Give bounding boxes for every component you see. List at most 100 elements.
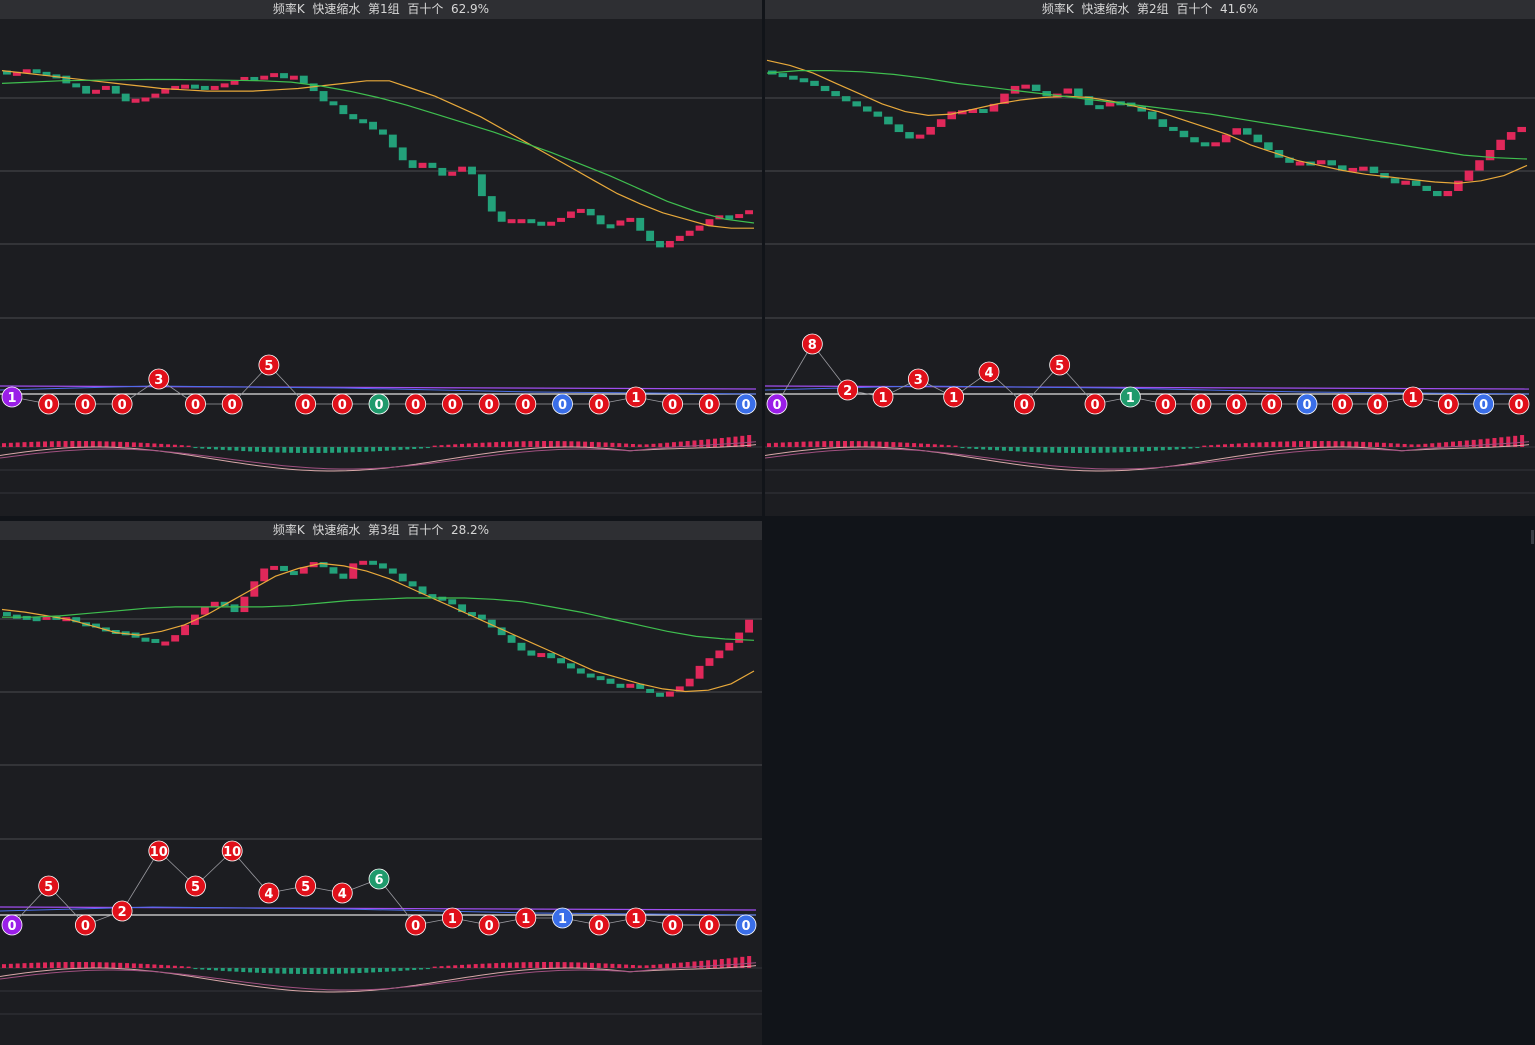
candle	[388, 134, 397, 148]
macd-bar	[1457, 441, 1462, 447]
macd-bar	[1015, 447, 1020, 452]
signal-value: 0	[374, 398, 383, 413]
macd-bar	[131, 442, 136, 447]
macd-bar	[542, 441, 547, 447]
candle	[1506, 132, 1516, 140]
macd-bar	[1402, 443, 1407, 447]
macd-bar	[794, 441, 799, 447]
chart-svg-1[interactable]: 1 0 0 0 3 0 0 5 0 0 0 0 0 0 0 0 0 1 0 0 0	[0, 19, 762, 516]
signal-value: 0	[44, 398, 53, 413]
signal-value: 5	[44, 880, 53, 895]
macd-bar	[90, 962, 95, 968]
signal-bubble	[478, 914, 500, 936]
macd-bar	[1319, 441, 1324, 447]
signal-bubble	[38, 393, 60, 415]
macd-bar	[193, 968, 198, 970]
macd-bar	[63, 962, 68, 968]
candle	[735, 632, 744, 643]
candle	[527, 650, 536, 656]
candle	[220, 83, 229, 88]
chart-panel-group-1[interactable]: 频率K 快速缩水 第1组 百十个 62.9% 1 0 0 0 3 0 0 5 0 0 0 0 0 0 0 0 0…	[0, 0, 762, 516]
candle	[111, 85, 120, 94]
macd-bar	[740, 956, 745, 968]
candle	[398, 573, 407, 582]
macd-bar	[1492, 437, 1497, 447]
macd-bar	[801, 441, 806, 447]
macd-bar	[596, 963, 601, 968]
chart-svg-2[interactable]: 0 8 2 1 3 1 4 0 5 0 1 0 0 0 0 0 0 0 1 0 0 0	[765, 19, 1535, 516]
macd-bar	[822, 441, 827, 447]
macd-bar	[494, 442, 499, 447]
macd-bar	[152, 964, 157, 968]
candle	[1211, 142, 1220, 147]
macd-bar	[8, 963, 13, 968]
macd-bar	[138, 963, 143, 968]
macd-bar	[466, 443, 471, 447]
candle	[1390, 178, 1400, 184]
candle	[92, 623, 100, 628]
candle	[181, 84, 189, 89]
macd-bar	[658, 443, 663, 447]
candle	[537, 653, 546, 658]
macd-bar	[1437, 442, 1442, 447]
signal-value: 0	[485, 398, 494, 413]
signal-blue-line	[765, 385, 1530, 395]
macd-bar	[412, 968, 417, 970]
macd-bar	[1236, 443, 1241, 447]
candle	[418, 586, 427, 595]
candle	[745, 210, 753, 215]
macd-bar	[569, 962, 574, 968]
macd-bar	[1423, 443, 1428, 447]
macd-bar	[1464, 440, 1469, 447]
scrollbar-thumb[interactable]	[1531, 530, 1534, 544]
candle	[1000, 93, 1009, 104]
macd-bar	[179, 445, 184, 447]
macd-bar	[733, 436, 738, 447]
macd-bar	[398, 447, 403, 450]
macd-bar	[651, 443, 656, 447]
chart-panel-group-3[interactable]: 频率K 快速缩水 第3组 百十个 28.2% 0 5 0 2 10 5 10 4 5 4 6 0 1 0 1…	[0, 521, 762, 1045]
signal-value: 0	[558, 398, 567, 413]
candle	[675, 235, 684, 241]
candle	[735, 214, 744, 219]
macd-bar	[104, 962, 109, 968]
macd-bar	[981, 447, 986, 450]
macd-bar	[706, 960, 711, 968]
candle	[388, 568, 397, 574]
macd-bar	[152, 443, 157, 447]
signal-bubble	[735, 914, 757, 936]
candle	[210, 85, 219, 90]
macd-bar	[528, 441, 533, 447]
signal-bubble	[1225, 393, 1247, 415]
macd-bar	[849, 441, 854, 447]
candle	[979, 109, 988, 113]
signal-value: 0	[595, 919, 604, 934]
macd-bar	[159, 443, 164, 447]
macd-bar	[1430, 443, 1435, 447]
candle	[82, 85, 91, 94]
macd-bar	[501, 441, 506, 447]
macd-bar	[1257, 442, 1262, 447]
signal-value: 0	[411, 919, 420, 934]
candle	[250, 76, 259, 81]
macd-bar	[1347, 441, 1352, 447]
candle	[656, 240, 664, 248]
signal-value: 1	[631, 912, 640, 927]
macd-bar	[446, 444, 451, 447]
macd-bar	[419, 968, 424, 970]
macd-bar	[343, 968, 348, 974]
signal-value: 0	[1514, 398, 1523, 413]
candle	[1063, 88, 1073, 94]
signal-bubble	[1402, 386, 1424, 408]
macd-bar	[405, 447, 410, 450]
macd-bar	[77, 962, 82, 968]
candle	[695, 665, 704, 679]
candle	[576, 668, 585, 674]
candle	[675, 686, 684, 692]
macd-bar	[1292, 441, 1297, 447]
candle	[448, 599, 457, 605]
candle	[646, 688, 655, 693]
macd-bar	[316, 968, 321, 974]
